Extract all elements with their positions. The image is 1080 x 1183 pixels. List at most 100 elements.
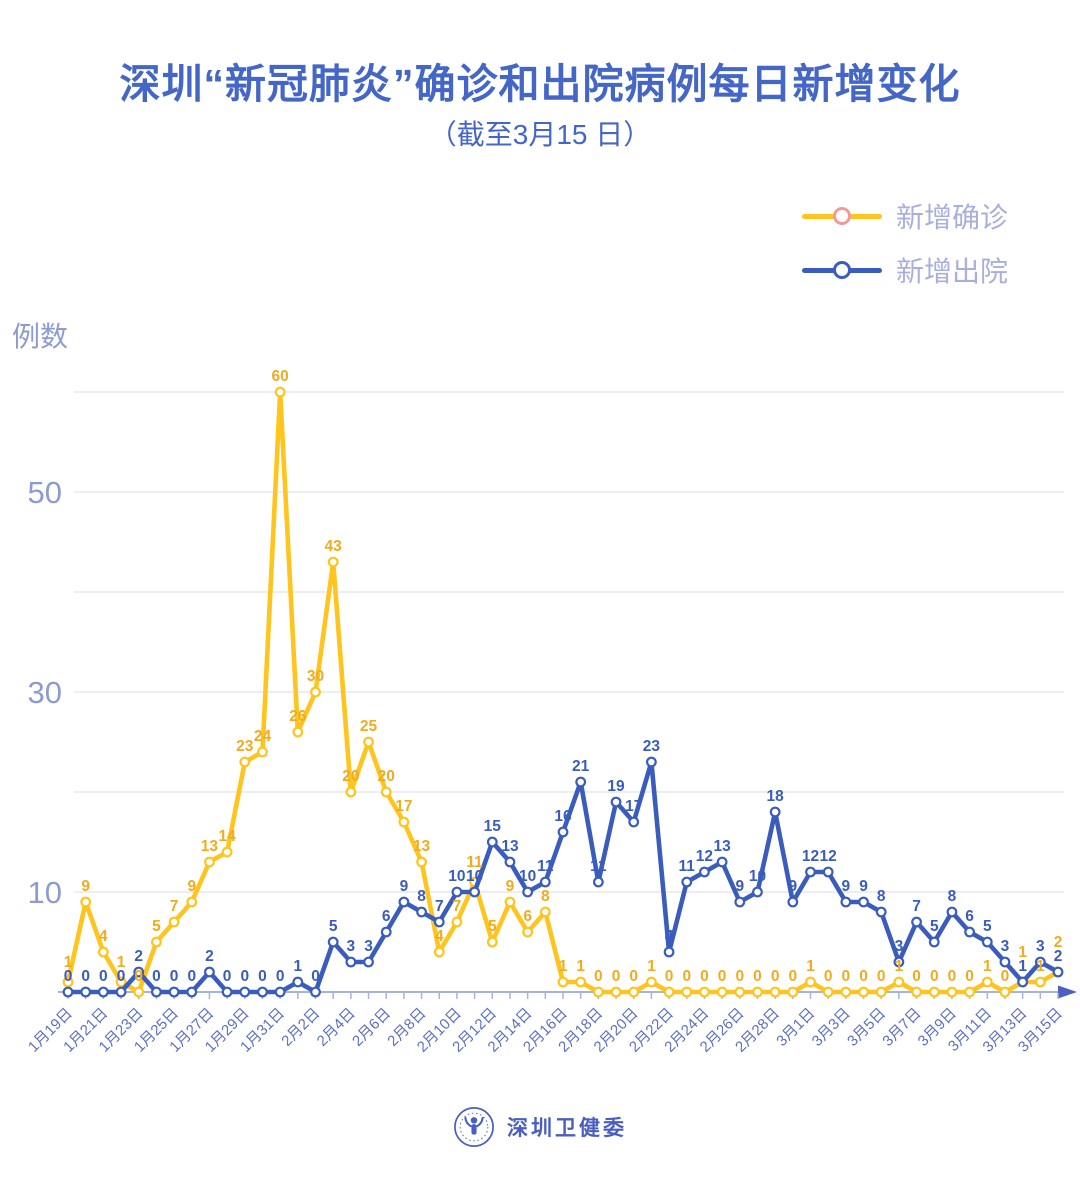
confirmed-series-point (699, 986, 710, 998)
discharged-series-point (911, 916, 922, 928)
confirmed-series-point (274, 386, 286, 398)
confirmed-series (62, 386, 1064, 998)
svg-text:18: 18 (767, 788, 785, 805)
svg-text:0: 0 (170, 968, 179, 985)
confirmed-series-point (504, 896, 516, 908)
svg-text:12: 12 (696, 848, 713, 865)
discharged-series-point (628, 816, 640, 828)
x-axis-labels: 1月19日1月21日1月23日1月25日1月27日1月29日1月31日2月2日2… (25, 1005, 1066, 1056)
svg-text:2月6日: 2月6日 (349, 1005, 394, 1050)
svg-text:0: 0 (594, 968, 603, 985)
discharged-series-point (805, 866, 816, 878)
svg-text:1: 1 (1036, 958, 1045, 975)
svg-text:7: 7 (912, 898, 921, 915)
confirmed-series-point (946, 986, 958, 998)
svg-text:10: 10 (448, 868, 465, 885)
discharged-series-point (1017, 976, 1029, 988)
discharged-series-point (239, 986, 251, 998)
svg-text:4: 4 (435, 928, 444, 945)
svg-text:9: 9 (842, 878, 851, 895)
svg-text:3月7日: 3月7日 (879, 1005, 924, 1050)
svg-text:0: 0 (240, 968, 249, 985)
svg-text:1: 1 (1018, 958, 1027, 975)
svg-text:10: 10 (519, 868, 536, 885)
discharged-series-point (274, 986, 286, 998)
discharged-series-point (858, 896, 869, 908)
legend-item-discharged[interactable]: 新增出院 (801, 250, 1008, 290)
discharged-line-icon (801, 261, 882, 279)
svg-text:19: 19 (607, 778, 625, 795)
svg-text:23: 23 (643, 738, 661, 755)
svg-text:11: 11 (679, 858, 696, 875)
svg-text:7: 7 (435, 898, 444, 915)
svg-text:9: 9 (735, 878, 744, 895)
svg-text:3: 3 (1001, 938, 1010, 955)
legend-item-confirmed[interactable]: 新增确诊 (801, 196, 1008, 236)
svg-text:26: 26 (289, 708, 307, 725)
discharged-series-point (787, 896, 799, 908)
svg-text:13: 13 (201, 838, 219, 855)
legend-label-confirmed: 新增确诊 (895, 202, 1008, 233)
confirmed-series-point (645, 976, 657, 988)
svg-text:8: 8 (417, 888, 426, 905)
confirmed-series-point (204, 856, 215, 868)
svg-text:10: 10 (466, 868, 483, 885)
svg-text:20: 20 (378, 768, 395, 785)
discharged-series-point (663, 946, 675, 958)
svg-text:0: 0 (134, 968, 143, 985)
discharged-series-point (345, 956, 357, 968)
svg-text:0: 0 (735, 968, 744, 985)
confirmed-series-point (575, 976, 587, 988)
page-subtitle: （截至3月15 日） (428, 119, 652, 150)
discharged-series-point (62, 986, 74, 998)
svg-text:7: 7 (170, 898, 179, 915)
discharged-series-point (416, 906, 427, 918)
discharged-series-point (363, 956, 374, 968)
svg-text:0: 0 (152, 968, 161, 985)
svg-text:60: 60 (272, 368, 289, 385)
confirmed-series-point (893, 976, 905, 988)
confirmed-series-point (681, 986, 693, 998)
confirmed-series-point (433, 946, 445, 958)
svg-text:5: 5 (983, 918, 992, 935)
confirmed-series-point (133, 986, 145, 998)
svg-text:12: 12 (820, 848, 837, 865)
discharged-series-point (981, 936, 993, 948)
confirmed-series-point (557, 976, 569, 988)
svg-text:0: 0 (912, 968, 921, 985)
confirmed-series-point (964, 986, 976, 998)
discharged-series-point (645, 756, 657, 768)
confirmed-series-point (822, 986, 834, 998)
svg-text:9: 9 (81, 878, 90, 895)
discharged-series-point (469, 886, 481, 898)
confirmed-series-point (486, 936, 498, 948)
svg-text:11: 11 (537, 858, 554, 875)
svg-text:4: 4 (665, 928, 674, 945)
svg-text:9: 9 (506, 878, 515, 895)
discharged-series-point (557, 826, 569, 838)
discharged-series-point (97, 986, 109, 998)
discharged-series-point (716, 856, 728, 868)
discharged-series-point (1052, 966, 1064, 978)
confirmed-series-point (97, 946, 109, 958)
svg-text:3: 3 (1036, 938, 1045, 955)
svg-text:0: 0 (223, 968, 232, 985)
svg-text:0: 0 (965, 968, 974, 985)
svg-text:25: 25 (360, 718, 378, 735)
discharged-series-point (752, 886, 763, 898)
svg-text:5: 5 (930, 918, 939, 935)
discharged-series-point (504, 856, 516, 868)
svg-text:0: 0 (612, 968, 621, 985)
discharged-series-point (1034, 956, 1046, 968)
discharged-series-point (398, 896, 410, 908)
svg-text:0: 0 (81, 968, 90, 985)
svg-text:1: 1 (294, 958, 303, 975)
svg-text:30: 30 (307, 668, 324, 685)
confirmed-series-point (380, 786, 392, 798)
svg-text:3月3日: 3月3日 (809, 1005, 854, 1050)
confirmed-series-point (840, 986, 852, 998)
svg-text:2: 2 (205, 948, 214, 965)
svg-text:21: 21 (572, 758, 590, 775)
svg-text:9: 9 (859, 878, 868, 895)
svg-text:23: 23 (236, 738, 254, 755)
